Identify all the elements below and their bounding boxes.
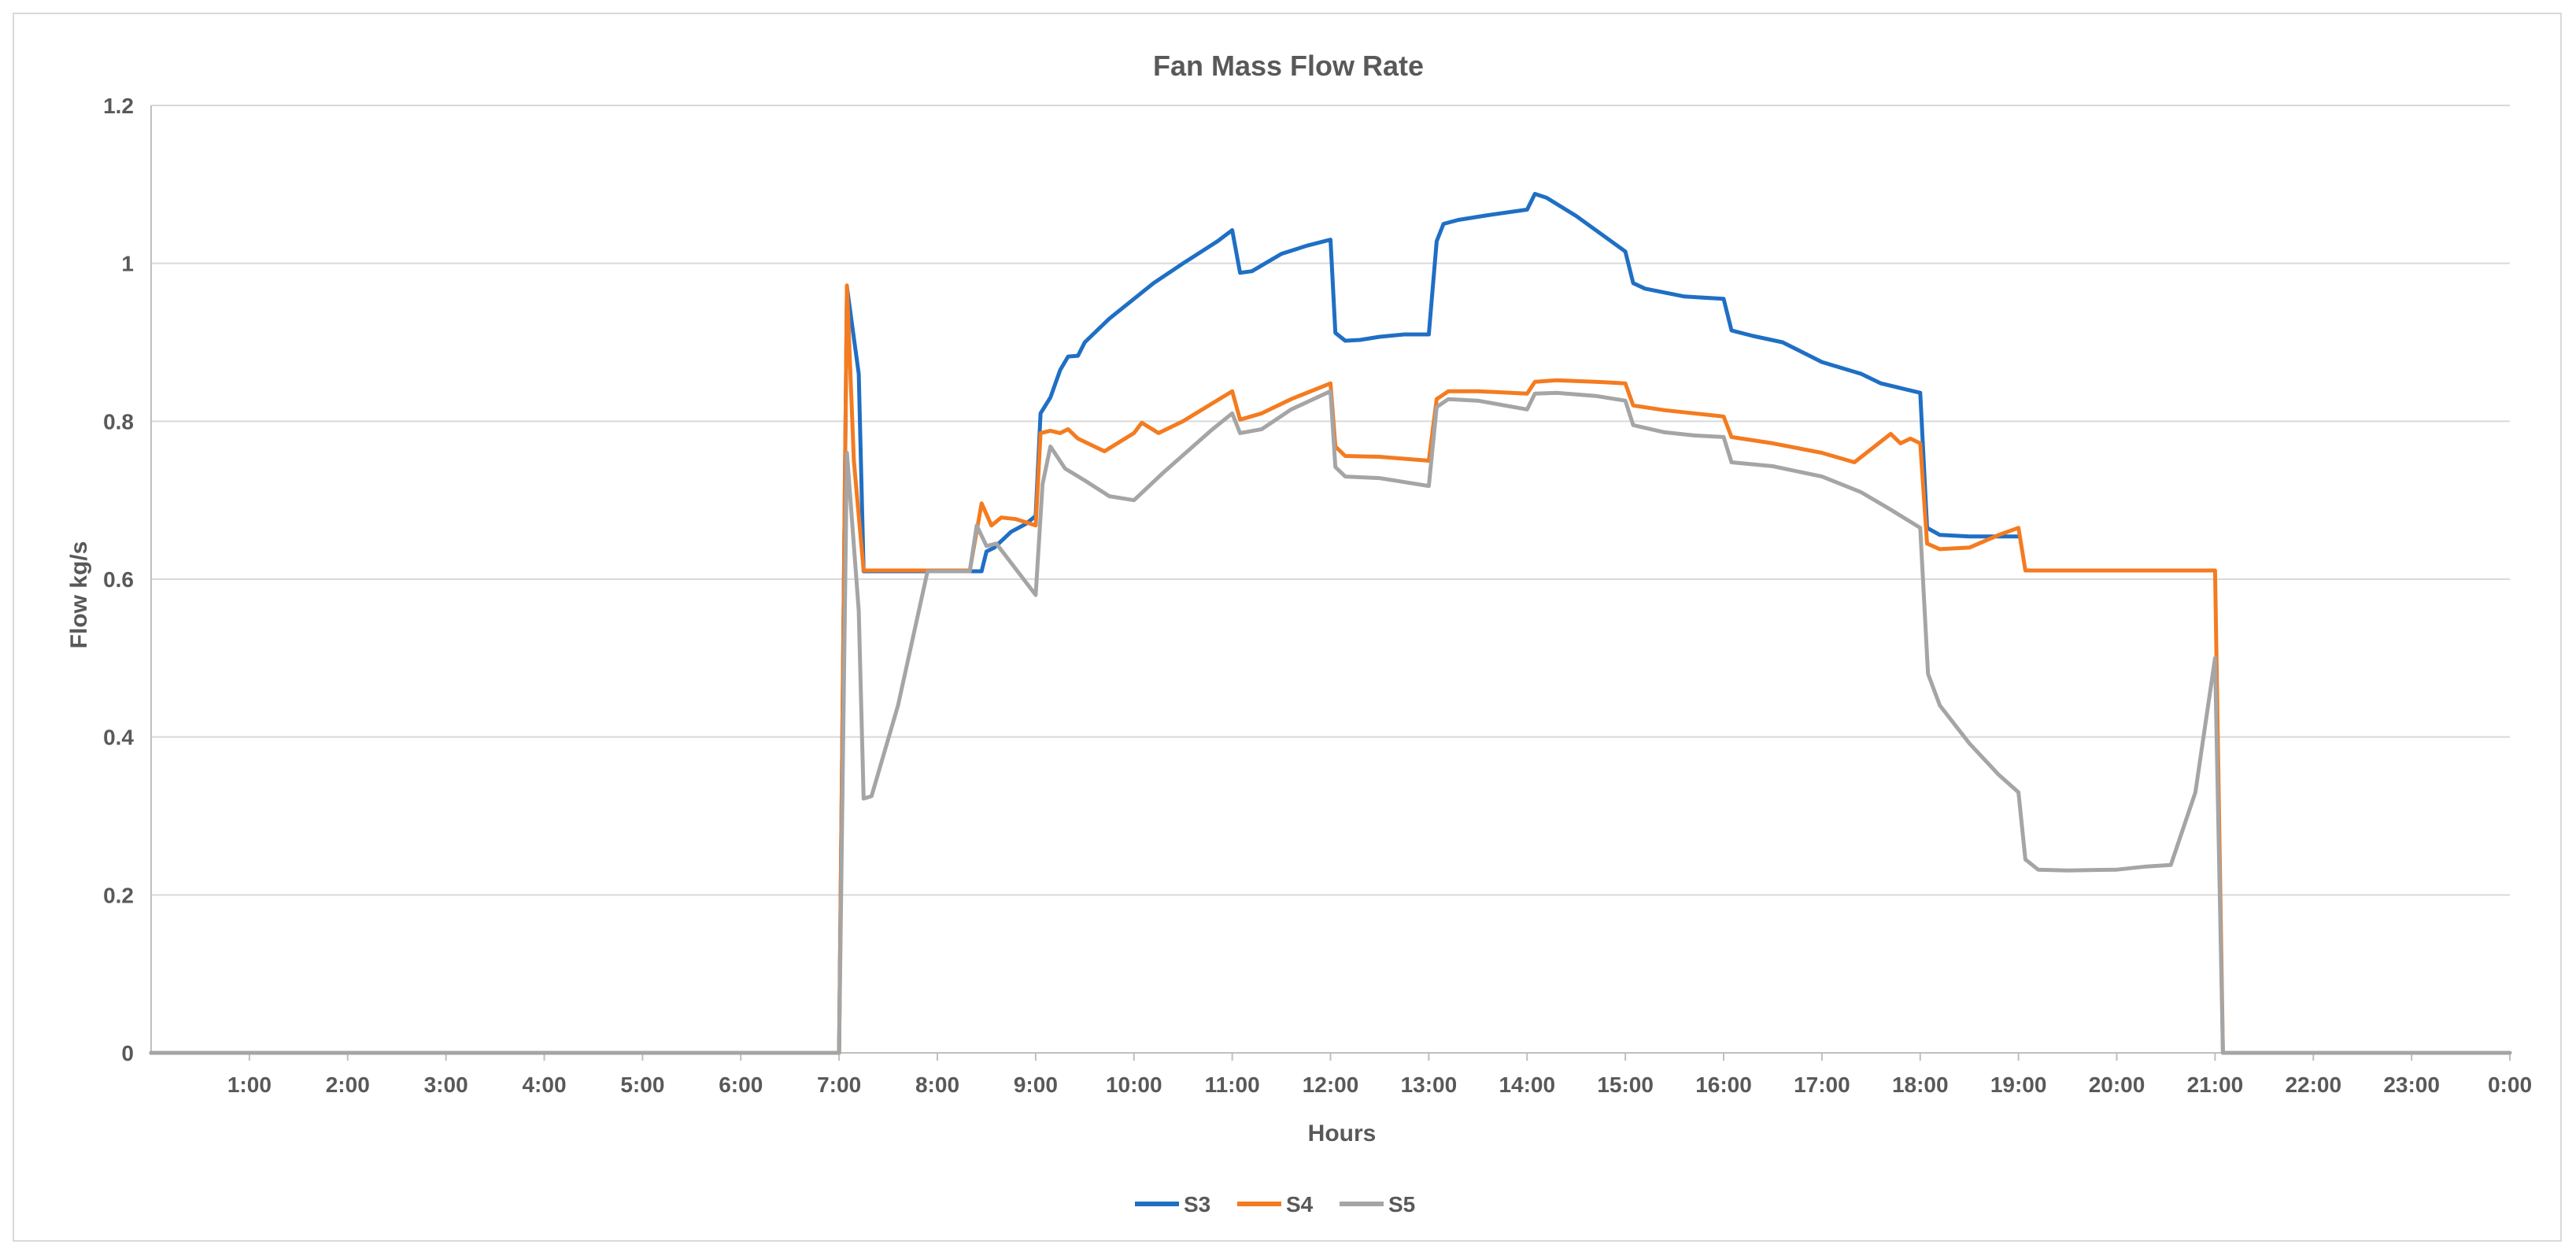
- x-tick-label: 16:00: [1695, 1073, 1752, 1097]
- x-tick-label: 17:00: [1794, 1073, 1850, 1097]
- x-tick-label: 23:00: [2383, 1073, 2440, 1097]
- x-tick-label: 1:00: [227, 1073, 272, 1097]
- x-tick-label: 2:00: [326, 1073, 370, 1097]
- x-tick-label: 0:00: [2488, 1073, 2532, 1097]
- x-tick-label: 9:00: [1014, 1073, 1058, 1097]
- x-tick-label: 15:00: [1597, 1073, 1654, 1097]
- y-tick-label: 0.6: [103, 567, 134, 592]
- x-tick-label: 7:00: [817, 1073, 861, 1097]
- chart-frame: Fan Mass Flow Rate 0 0.2 0.4 0.6 0.8 1 1.2 1:0…: [13, 13, 2562, 1242]
- y-tick-label: 0.2: [103, 883, 134, 907]
- x-tick-label: 11:00: [1205, 1073, 1260, 1097]
- x-tick-label: 10:00: [1106, 1073, 1162, 1097]
- x-tick-label: 20:00: [2089, 1073, 2145, 1097]
- x-tick-label: 18:00: [1892, 1073, 1949, 1097]
- x-tick-label: 14:00: [1499, 1073, 1555, 1097]
- x-tick-label: 5:00: [620, 1073, 664, 1097]
- x-tick-label: 12:00: [1303, 1073, 1359, 1097]
- chart-title: Fan Mass Flow Rate: [1153, 50, 1424, 82]
- y-tick-label: 0.8: [103, 409, 134, 434]
- y-axis-title: Flow kg/s: [66, 541, 92, 649]
- legend-label-s3: S3: [1184, 1192, 1210, 1217]
- y-axis-ticks: 0 0.2 0.4 0.6 0.8 1 1.2: [103, 94, 134, 1065]
- x-tick-label: 6:00: [719, 1073, 763, 1097]
- y-tick-label: 1: [121, 252, 134, 276]
- series-line-s3: [149, 191, 2021, 1055]
- y-tick-label: 0.4: [103, 725, 134, 750]
- y-tick-label: 0: [121, 1041, 134, 1065]
- y-tick-label: 1.2: [103, 94, 134, 118]
- x-tick-label: 22:00: [2285, 1073, 2341, 1097]
- chart-svg: Fan Mass Flow Rate 0 0.2 0.4 0.6 0.8 1 1.2 1:0…: [66, 50, 2532, 1217]
- series-layer: [149, 191, 2512, 1055]
- x-tick-label: 4:00: [522, 1073, 566, 1097]
- x-tick-label: 3:00: [424, 1073, 468, 1097]
- legend-label-s4: S4: [1286, 1192, 1314, 1217]
- series-line-s5: [149, 389, 2512, 1055]
- x-axis-ticks: 1:00 2:00 3:00 4:00 5:00 6:00 7:00 8:00 9:00 10:0…: [227, 1053, 2532, 1097]
- x-tick-label: 19:00: [1990, 1073, 2047, 1097]
- x-tick-label: 8:00: [915, 1073, 959, 1097]
- legend-label-s5: S5: [1388, 1192, 1415, 1217]
- x-tick-label: 13:00: [1401, 1073, 1458, 1097]
- series-line-s4: [149, 283, 2225, 1055]
- x-tick-label: 21:00: [2187, 1073, 2244, 1097]
- x-axis-title: Hours: [1308, 1121, 1377, 1146]
- legend: S3 S4 S5: [1135, 1192, 1415, 1217]
